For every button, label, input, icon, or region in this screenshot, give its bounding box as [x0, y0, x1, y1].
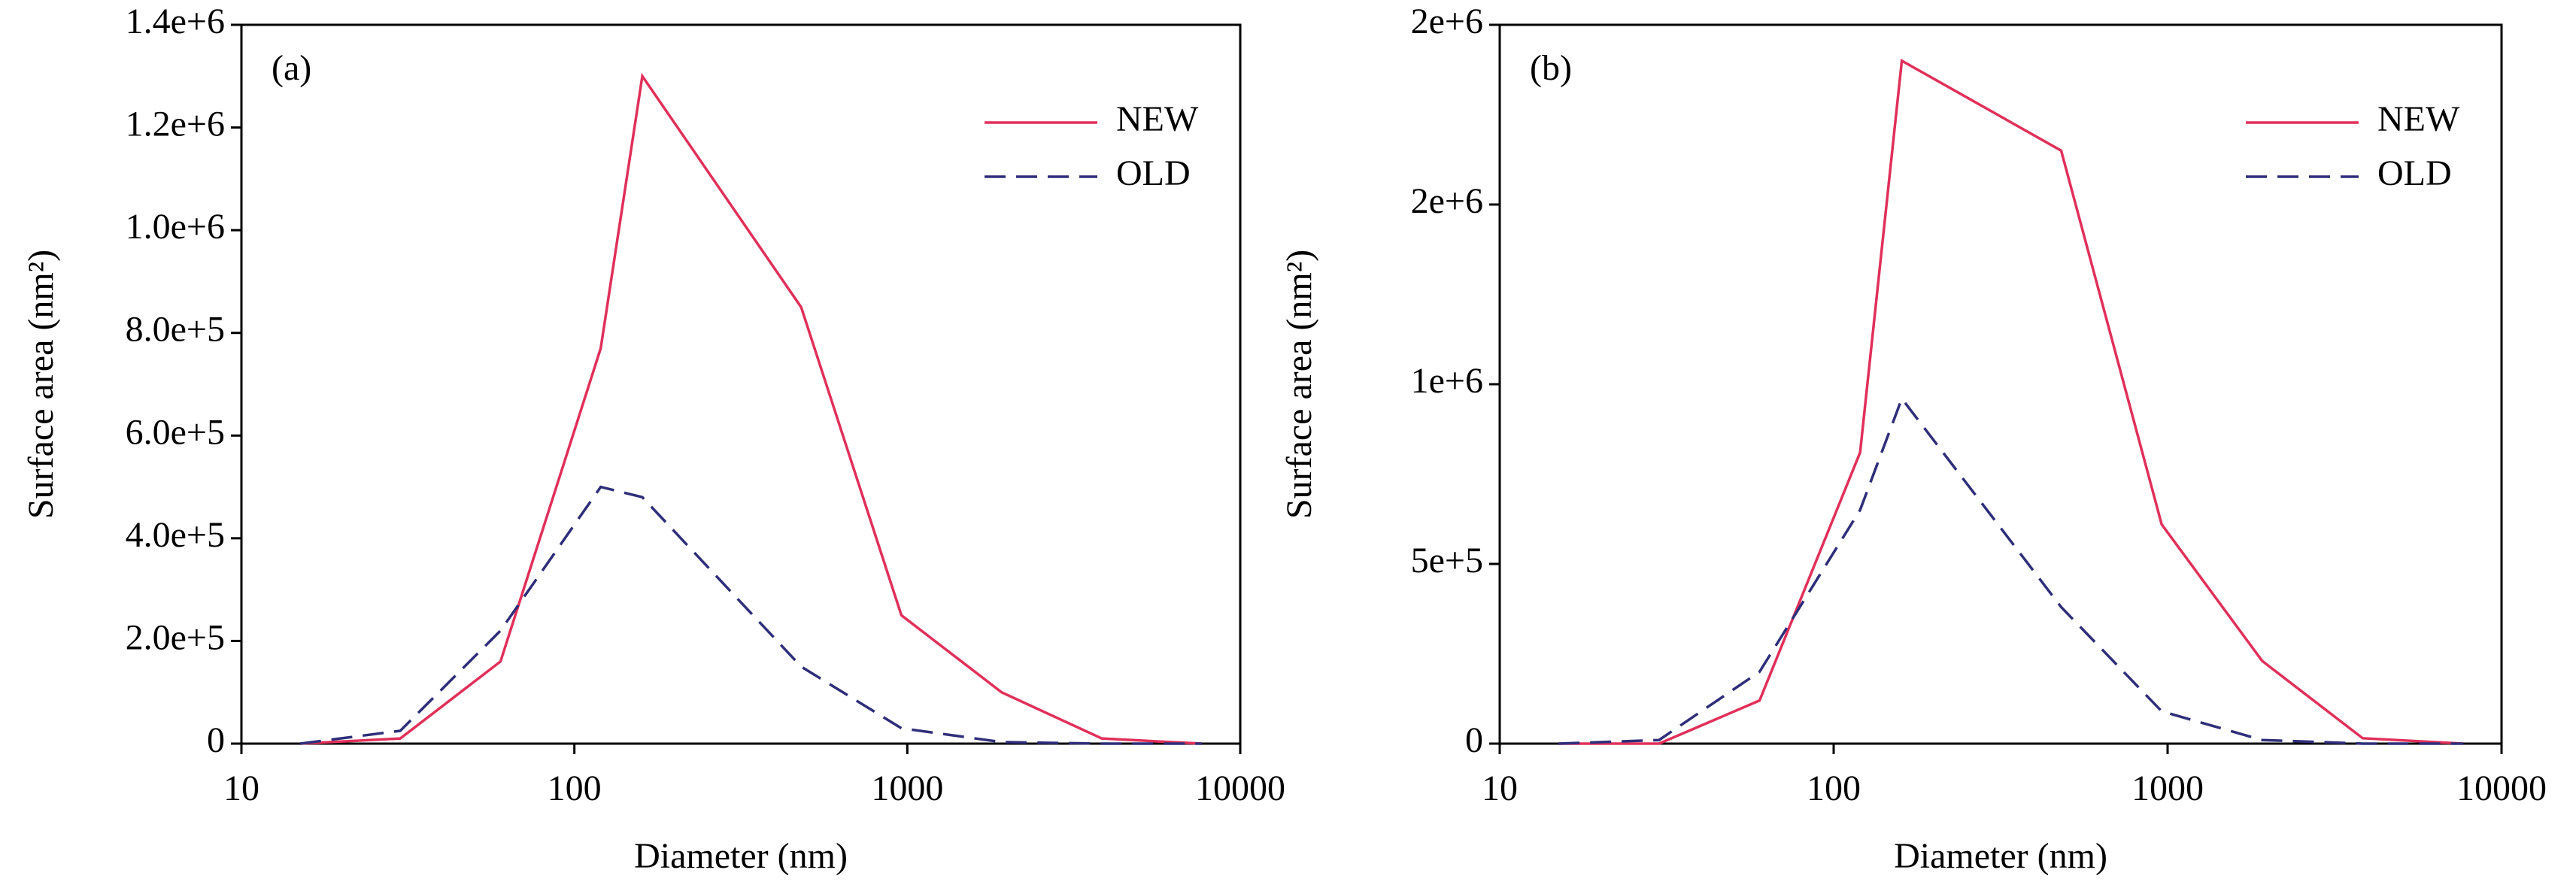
y-tick-label: 5e+5 — [1411, 541, 1483, 580]
y-axis-label: Surface area (nm²) — [1279, 250, 1319, 519]
y-tick-label: 0 — [1465, 720, 1483, 760]
legend-label: NEW — [2377, 99, 2460, 139]
x-tick-label: 10000 — [2456, 768, 2547, 808]
y-tick-label: 1e+6 — [1411, 361, 1483, 401]
y-tick-label: 2e+6 — [1411, 2, 1483, 41]
y-tick-label: 2e+6 — [1411, 181, 1483, 221]
x-axis-label: Diameter (nm) — [634, 836, 848, 876]
y-tick-label: 0 — [207, 720, 225, 760]
x-tick-label: 10 — [1482, 768, 1518, 808]
plot-frame — [1498, 23, 2503, 745]
x-tick-label: 10000 — [1195, 768, 1285, 808]
panel-label: (a) — [272, 48, 311, 88]
plot-frame — [240, 23, 1242, 745]
series-line — [299, 72, 1203, 745]
y-tick-label: 6.0e+5 — [126, 412, 225, 452]
series-line — [1558, 58, 2464, 745]
x-axis-label: Diameter (nm) — [1894, 836, 2107, 876]
series-line — [1558, 396, 2464, 745]
x-tick-label: 1000 — [2131, 768, 2204, 808]
x-tick-label: 10 — [223, 768, 259, 808]
x-tick-label: 1000 — [871, 768, 943, 808]
legend-label: OLD — [1116, 153, 1191, 193]
y-tick-label: 1.4e+6 — [126, 2, 225, 41]
x-tick-label: 100 — [1807, 768, 1861, 808]
legend-label: NEW — [1116, 99, 1199, 139]
legend-label: OLD — [2377, 153, 2452, 193]
series-line — [299, 485, 1203, 745]
x-tick-label: 100 — [548, 768, 602, 808]
y-tick-label: 1.2e+6 — [126, 105, 225, 144]
panel-label: (b) — [1530, 48, 1572, 88]
y-axis-label: Surface area (nm²) — [21, 250, 61, 519]
y-tick-label: 8.0e+5 — [126, 310, 225, 350]
y-tick-label: 4.0e+5 — [126, 515, 225, 555]
y-tick-label: 2.0e+5 — [126, 617, 225, 657]
y-tick-label: 1.0e+6 — [126, 207, 225, 247]
